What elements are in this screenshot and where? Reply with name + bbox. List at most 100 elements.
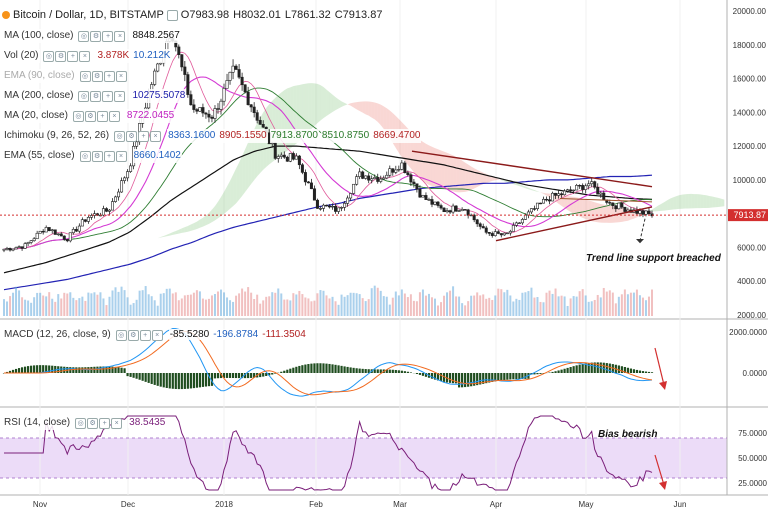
macd-histogram-bar — [331, 364, 334, 373]
macd-histogram-bar — [563, 368, 566, 373]
last-price-label: 7913.87 — [733, 210, 766, 220]
indicator-label: MA (100, close) — [2, 29, 76, 43]
volume-bar — [527, 291, 530, 316]
volume-bar — [69, 292, 72, 316]
volume-bar — [370, 288, 373, 316]
indicator-controls[interactable]: ◎ ⚙ + × — [79, 150, 128, 162]
macd-histogram-bar — [406, 371, 409, 373]
ichimoku-cloud-segment — [534, 190, 538, 192]
volume-bar — [641, 297, 644, 316]
ichimoku-cloud-segment — [594, 202, 598, 223]
indicator-controls[interactable]: ◎ ⚙ + × — [78, 30, 126, 42]
indicator-controls[interactable]: ◎ ⚙ + × — [72, 110, 121, 122]
ichimoku-cloud-segment — [462, 160, 466, 193]
ichimoku-cloud-segment — [341, 101, 345, 107]
ichimoku-cloud-segment — [438, 149, 442, 189]
volume-bar — [491, 299, 494, 316]
indicator-controls[interactable]: ◎ ⚙ + × — [78, 90, 126, 102]
macd-histogram-bar — [479, 373, 482, 385]
candle-body — [279, 154, 283, 157]
header-controls[interactable] — [166, 9, 178, 21]
macd-histogram-bar — [644, 371, 648, 373]
indicator-controls[interactable]: ◎ ⚙ + × — [43, 50, 91, 62]
candle-body — [376, 177, 380, 182]
indicator-controls[interactable]: ◎ ⚙ + × — [114, 130, 162, 142]
indicator-value: 10.212K — [132, 49, 172, 63]
volume-bar — [57, 294, 60, 316]
macd-histogram-bar — [596, 362, 599, 373]
volume-bar — [430, 297, 433, 316]
ichimoku-cloud-segment — [528, 187, 532, 191]
ichimoku-cloud-segment — [444, 151, 448, 190]
candle-body — [328, 205, 332, 208]
indicator-ema55[interactable]: EMA (55, close) ◎ ⚙ + × 8660.1402 — [2, 149, 182, 163]
volume-bar — [298, 290, 301, 316]
rsi-bearish-arrow-icon — [659, 481, 667, 490]
time-tick-label: Feb — [309, 500, 323, 509]
indicator-value: 8905.1550 — [218, 129, 268, 143]
candle-body — [5, 248, 9, 250]
ichimoku-cloud-segment — [368, 101, 372, 118]
macd-histogram-bar — [647, 371, 651, 373]
ichimoku-cloud-segment — [211, 206, 215, 223]
volume-bar — [186, 294, 189, 316]
volume-bar — [593, 299, 596, 316]
rsi-legend[interactable]: RSI (14, close) ◎ ⚙ + × 38.5435 — [2, 416, 167, 430]
macd-histogram-bar — [156, 373, 159, 386]
candle-body — [554, 192, 558, 196]
candle-body — [548, 199, 552, 202]
indicator-vol[interactable]: Vol (20) ◎ ⚙ + × 3.878K 10.212K — [2, 49, 172, 63]
candle-body — [207, 113, 211, 118]
indicator-ichimoku[interactable]: Ichimoku (9, 26, 52, 26) ◎ ⚙ + × 8363.1600 890… — [2, 129, 422, 143]
candle-body — [258, 120, 262, 125]
ichimoku-cloud-segment — [670, 197, 674, 210]
indicator-value: 8363.1600 — [167, 129, 217, 143]
macd-histogram-bar — [503, 373, 506, 381]
indicator-ma100[interactable]: MA (100, close) ◎ ⚙ + × 8848.2567 — [2, 29, 181, 43]
volume-bar — [424, 295, 427, 316]
macd-value: -85.5280 — [168, 329, 211, 340]
macd-histogram-bar — [578, 364, 581, 373]
macd-controls[interactable]: ◎ ⚙ + × — [115, 329, 164, 341]
macd-histogram-bar — [259, 373, 262, 378]
volume-bar — [530, 287, 533, 316]
indicator-controls[interactable]: ◎ ⚙ + × — [79, 70, 128, 82]
volume-bar — [572, 296, 575, 316]
macd-histogram-bar — [328, 363, 331, 373]
candle-body — [508, 231, 512, 234]
ohlc-h: H8032.01 — [233, 9, 281, 21]
indicator-ema90[interactable]: EMA (90, close) ◎ ⚙ + × — [2, 69, 131, 83]
volume-bar — [135, 299, 138, 316]
macd-histogram-bar — [464, 373, 467, 388]
candle-body — [318, 208, 322, 210]
ichimoku-cloud-segment — [371, 101, 375, 120]
volume-bar — [346, 295, 349, 316]
ichimoku-cloud-segment — [579, 198, 583, 218]
macd-histogram-bar — [515, 373, 518, 380]
macd-histogram-bar — [228, 373, 232, 378]
ichimoku-cloud-segment — [278, 92, 282, 158]
macd-histogram-bar — [415, 373, 419, 375]
candle-body — [575, 185, 579, 191]
time-tick-label: Jun — [674, 500, 687, 509]
candle-body — [252, 106, 256, 113]
volume-bar — [358, 294, 361, 316]
candle-body — [448, 210, 452, 213]
indicator-ma200[interactable]: MA (200, close) ◎ ⚙ + × 10275.5078 — [2, 89, 187, 103]
volume-bar — [608, 290, 611, 316]
macd-legend[interactable]: MACD (12, 26, close, 9) ◎ ⚙ + × -85.5280 -19… — [2, 328, 307, 342]
volume-bar — [461, 303, 464, 316]
indicator-ma20[interactable]: MA (20, close) ◎ ⚙ + × 8722.0455 — [2, 109, 176, 123]
candle-body — [529, 208, 533, 213]
macd-histogram-bar — [385, 369, 388, 373]
macd-histogram-bar — [168, 373, 171, 389]
candle-body — [159, 62, 163, 65]
volume-bar — [123, 290, 126, 316]
candle-body — [35, 232, 39, 240]
rsi-controls[interactable]: ◎ ⚙ + × — [75, 417, 123, 429]
macd-histogram-bar — [424, 373, 428, 377]
volume-bar — [250, 292, 253, 316]
volume-bar — [340, 294, 343, 316]
candle-body — [520, 219, 524, 224]
